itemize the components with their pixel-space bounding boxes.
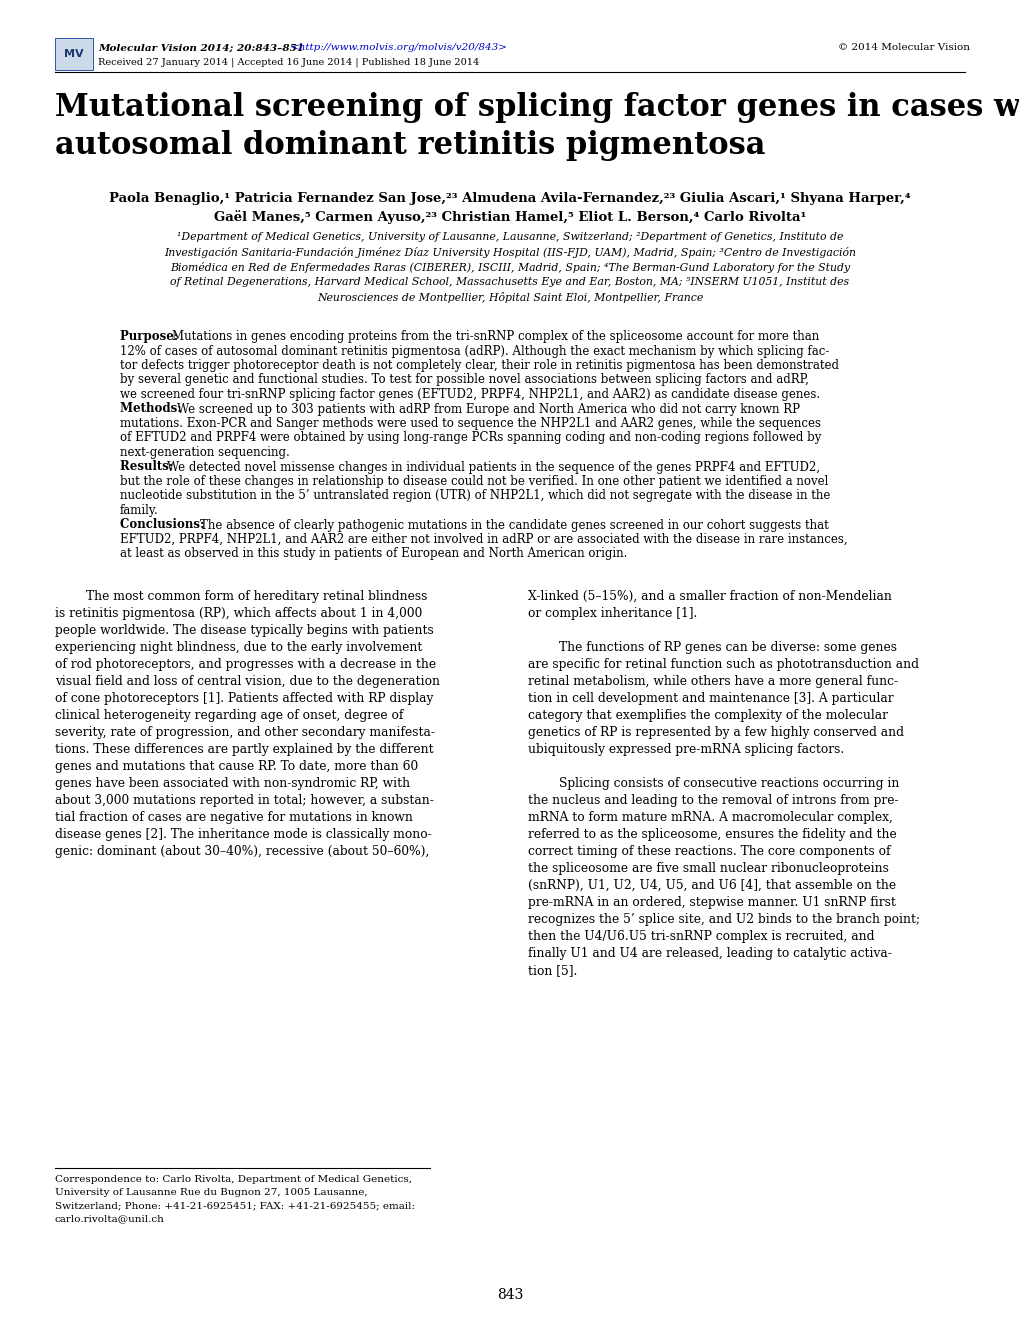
Text: recognizes the 5’ splice site, and U2 binds to the branch point;: recognizes the 5’ splice site, and U2 bi… [528, 913, 919, 927]
Text: Paola Benaglio,¹ Patricia Fernandez San Jose,²³ Almudena Avila-Fernandez,²³ Giul: Paola Benaglio,¹ Patricia Fernandez San … [109, 191, 910, 205]
Text: tial fraction of cases are negative for mutations in known: tial fraction of cases are negative for … [55, 810, 413, 824]
Text: clinical heterogeneity regarding age of onset, degree of: clinical heterogeneity regarding age of … [55, 709, 403, 722]
Text: is retinitis pigmentosa (RP), which affects about 1 in 4,000: is retinitis pigmentosa (RP), which affe… [55, 607, 422, 620]
Text: <http://www.molvis.org/molvis/v20/843>: <http://www.molvis.org/molvis/v20/843> [290, 44, 507, 53]
Text: University of Lausanne Rue du Bugnon 27, 1005 Lausanne,: University of Lausanne Rue du Bugnon 27,… [55, 1188, 367, 1197]
Text: mutations. Exon-PCR and Sanger methods were used to sequence the NHP2L1 and AAR2: mutations. Exon-PCR and Sanger methods w… [120, 417, 820, 430]
Text: of cone photoreceptors [1]. Patients affected with RP display: of cone photoreceptors [1]. Patients aff… [55, 692, 433, 705]
Text: Gaël Manes,⁵ Carmen Ayuso,²³ Christian Hamel,⁵ Eliot L. Berson,⁴ Carlo Rivolta¹: Gaël Manes,⁵ Carmen Ayuso,²³ Christian H… [214, 210, 805, 224]
Text: tion in cell development and maintenance [3]. A particular: tion in cell development and maintenance… [528, 692, 893, 705]
Text: are specific for retinal function such as phototransduction and: are specific for retinal function such a… [528, 657, 918, 671]
Text: ¹Department of Medical Genetics, University of Lausanne, Lausanne, Switzerland; : ¹Department of Medical Genetics, Univers… [176, 232, 843, 242]
Text: Purpose:: Purpose: [120, 330, 182, 343]
Text: of Retinal Degenerations, Harvard Medical School, Massachusetts Eye and Ear, Bos: of Retinal Degenerations, Harvard Medica… [170, 277, 849, 286]
Text: The functions of RP genes can be diverse: some genes: The functions of RP genes can be diverse… [528, 642, 896, 653]
Text: nucleotide substitution in the 5’ untranslated region (UTR) of NHP2L1, which did: nucleotide substitution in the 5’ untran… [120, 490, 829, 503]
Text: The most common form of hereditary retinal blindness: The most common form of hereditary retin… [55, 590, 427, 603]
Text: Switzerland; Phone: +41-21-6925451; FAX: +41-21-6925455; email:: Switzerland; Phone: +41-21-6925451; FAX:… [55, 1201, 415, 1210]
Text: then the U4/U6.U5 tri-snRNP complex is recruited, and: then the U4/U6.U5 tri-snRNP complex is r… [528, 931, 873, 942]
Text: (snRNP), U1, U2, U4, U5, and U6 [4], that assemble on the: (snRNP), U1, U2, U4, U5, and U6 [4], tha… [528, 879, 896, 892]
Text: next-generation sequencing.: next-generation sequencing. [120, 446, 289, 459]
Text: tions. These differences are partly explained by the different: tions. These differences are partly expl… [55, 743, 433, 756]
Text: 12% of cases of autosomal dominant retinitis pigmentosa (adRP). Although the exa: 12% of cases of autosomal dominant retin… [120, 345, 828, 358]
Text: Results:: Results: [120, 461, 177, 474]
Text: The absence of clearly pathogenic mutations in the candidate genes screened in o: The absence of clearly pathogenic mutati… [200, 519, 828, 532]
Text: Biomédica en Red de Enfermedades Raras (CIBERER), ISCIII, Madrid, Spain; ⁴The Be: Biomédica en Red de Enfermedades Raras (… [170, 261, 849, 273]
Text: 843: 843 [496, 1288, 523, 1302]
Text: MV: MV [64, 49, 84, 59]
Text: the nucleus and leading to the removal of introns from pre-: the nucleus and leading to the removal o… [528, 795, 898, 807]
Text: mRNA to form mature mRNA. A macromolecular complex,: mRNA to form mature mRNA. A macromolecul… [528, 810, 892, 824]
Text: Investigación Sanitaria-Fundación Jiménez Díaz University Hospital (IIS-FJD, UAM: Investigación Sanitaria-Fundación Jiméne… [164, 247, 855, 257]
Text: We screened up to 303 patients with adRP from Europe and North America who did n: We screened up to 303 patients with adRP… [177, 403, 799, 416]
Text: We detected novel missense changes in individual patients in the sequence of the: We detected novel missense changes in in… [167, 461, 819, 474]
Text: referred to as the spliceosome, ensures the fidelity and the: referred to as the spliceosome, ensures … [528, 828, 896, 841]
Text: the spliceosome are five small nuclear ribonucleoproteins: the spliceosome are five small nuclear r… [528, 862, 888, 875]
Text: carlo.rivolta@unil.ch: carlo.rivolta@unil.ch [55, 1214, 165, 1224]
Text: severity, rate of progression, and other secondary manifesta-: severity, rate of progression, and other… [55, 726, 434, 739]
Text: Methods:: Methods: [120, 403, 185, 416]
Text: Conclusions:: Conclusions: [120, 519, 208, 532]
Text: tor defects trigger photoreceptor death is not completely clear, their role in r: tor defects trigger photoreceptor death … [120, 359, 839, 372]
Text: correct timing of these reactions. The core components of: correct timing of these reactions. The c… [528, 845, 890, 858]
Text: pre-mRNA in an ordered, stepwise manner. U1 snRNP first: pre-mRNA in an ordered, stepwise manner.… [528, 896, 895, 909]
Text: Splicing consists of consecutive reactions occurring in: Splicing consists of consecutive reactio… [528, 777, 899, 789]
Text: autosomal dominant retinitis pigmentosa: autosomal dominant retinitis pigmentosa [55, 129, 764, 161]
Text: Molecular Vision 2014; 20:843–851: Molecular Vision 2014; 20:843–851 [98, 44, 308, 53]
Text: Mutations in genes encoding proteins from the tri-snRNP complex of the spliceoso: Mutations in genes encoding proteins fro… [172, 330, 818, 343]
Text: EFTUD2, PRPF4, NHP2L1, and AAR2 are either not involved in adRP or are associate: EFTUD2, PRPF4, NHP2L1, and AAR2 are eith… [120, 533, 847, 546]
Text: Neurosciences de Montpellier, Hôpital Saint Eloi, Montpellier, France: Neurosciences de Montpellier, Hôpital Sa… [317, 292, 702, 304]
Text: or complex inheritance [1].: or complex inheritance [1]. [528, 607, 697, 620]
Text: Mutational screening of splicing factor genes in cases with: Mutational screening of splicing factor … [55, 92, 1019, 123]
Text: finally U1 and U4 are released, leading to catalytic activa-: finally U1 and U4 are released, leading … [528, 946, 891, 960]
Text: X-linked (5–15%), and a smaller fraction of non-Mendelian: X-linked (5–15%), and a smaller fraction… [528, 590, 891, 603]
Text: Correspondence to: Carlo Rivolta, Department of Medical Genetics,: Correspondence to: Carlo Rivolta, Depart… [55, 1175, 412, 1184]
Text: at least as observed in this study in patients of European and North American or: at least as observed in this study in pa… [120, 548, 627, 561]
Text: of rod photoreceptors, and progresses with a decrease in the: of rod photoreceptors, and progresses wi… [55, 657, 436, 671]
Text: tion [5].: tion [5]. [528, 964, 577, 977]
Text: about 3,000 mutations reported in total; however, a substan-: about 3,000 mutations reported in total;… [55, 795, 433, 807]
Bar [55, 38, 93, 70]
Text: ubiquitously expressed pre-mRNA splicing factors.: ubiquitously expressed pre-mRNA splicing… [528, 743, 844, 756]
Text: disease genes [2]. The inheritance mode is classically mono-: disease genes [2]. The inheritance mode … [55, 828, 431, 841]
Text: category that exemplifies the complexity of the molecular: category that exemplifies the complexity… [528, 709, 888, 722]
Text: visual field and loss of central vision, due to the degeneration: visual field and loss of central vision,… [55, 675, 439, 688]
Text: family.: family. [120, 504, 159, 517]
Text: people worldwide. The disease typically begins with patients: people worldwide. The disease typically … [55, 624, 433, 638]
Text: by several genetic and functional studies. To test for possible novel associatio: by several genetic and functional studie… [120, 374, 808, 387]
Text: but the role of these changes in relationship to disease could not be verified. : but the role of these changes in relatio… [120, 475, 827, 488]
Text: we screened four tri-snRNP splicing factor genes (EFTUD2, PRPF4, NHP2L1, and AAR: we screened four tri-snRNP splicing fact… [120, 388, 819, 401]
Text: genes have been associated with non-syndromic RP, with: genes have been associated with non-synd… [55, 777, 410, 789]
Text: experiencing night blindness, due to the early involvement: experiencing night blindness, due to the… [55, 642, 422, 653]
Text: genic: dominant (about 30–40%), recessive (about 50–60%),: genic: dominant (about 30–40%), recessiv… [55, 845, 429, 858]
Text: genetics of RP is represented by a few highly conserved and: genetics of RP is represented by a few h… [528, 726, 903, 739]
Text: © 2014 Molecular Vision: © 2014 Molecular Vision [838, 44, 969, 53]
Text: Received 27 January 2014 | Accepted 16 June 2014 | Published 18 June 2014: Received 27 January 2014 | Accepted 16 J… [98, 57, 479, 67]
Text: of EFTUD2 and PRPF4 were obtained by using long-range PCRs spanning coding and n: of EFTUD2 and PRPF4 were obtained by usi… [120, 432, 820, 445]
Text: genes and mutations that cause RP. To date, more than 60: genes and mutations that cause RP. To da… [55, 760, 418, 774]
Text: retinal metabolism, while others have a more general func-: retinal metabolism, while others have a … [528, 675, 898, 688]
